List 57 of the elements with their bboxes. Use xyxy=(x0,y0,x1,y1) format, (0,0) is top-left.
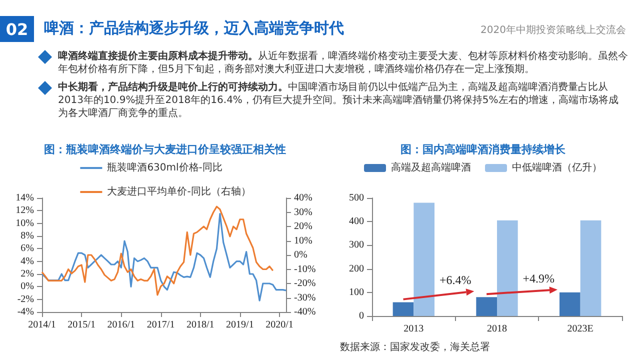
text: 啤酒终端直接提价主要由原料成本提升带动。 xyxy=(58,51,258,62)
y2-tick-label: 0% xyxy=(294,250,308,260)
y2-tick-label: 30% xyxy=(294,206,312,218)
y-tick-label: 12% xyxy=(16,205,34,216)
y-tick-label: 6% xyxy=(20,243,34,254)
x-tick-label: 2020/1 xyxy=(266,320,294,330)
y-tick-label: 100 xyxy=(349,286,364,298)
legend-label: 大麦进口平均单价-同比（右轴） xyxy=(107,186,251,198)
chart-title: 图：国内高端啤酒消费量持续增长 xyxy=(400,142,566,157)
y-tick-label: -2% xyxy=(17,294,34,305)
chart-title: 图：瓶装啤酒终端价与大麦进口价呈较强正相关性 xyxy=(43,142,287,157)
x-tick-label: 2015/1 xyxy=(68,320,96,330)
x-tick-label: 2018 xyxy=(487,324,507,334)
line-series xyxy=(41,206,274,296)
bar xyxy=(392,302,414,316)
bar xyxy=(414,202,434,316)
annotation: +4.9% xyxy=(522,272,555,286)
text: 02 xyxy=(0,16,34,42)
y-tick-label: 300 xyxy=(349,240,364,251)
y-tick-label: 4% xyxy=(20,256,34,267)
y2-tick-label: 20% xyxy=(294,221,312,232)
text: 中长期看，产品结构升级是吨价上行的可持续动力。 xyxy=(58,82,288,93)
y2-tick-label: -40% xyxy=(294,306,316,318)
y-tick-label: 0% xyxy=(20,281,34,292)
bar xyxy=(476,297,497,316)
y-tick-label: 8% xyxy=(20,230,34,242)
bar xyxy=(497,220,518,316)
bar xyxy=(560,292,580,316)
y-tick-label: 10% xyxy=(16,218,34,229)
y2-tick-label: 40% xyxy=(294,192,312,204)
legend-label: 高端及超高端啤酒 xyxy=(391,162,471,174)
source-note: 数据来源：国家发改委，海关总署 xyxy=(340,340,490,354)
bar xyxy=(580,220,602,316)
legend-label: 瓶装啤酒630ml价格-同比 xyxy=(107,162,222,174)
x-tick-label: 2013 xyxy=(404,324,424,334)
y-tick-label: 400 xyxy=(349,216,364,228)
text: 啤酒：产品结构逐步升级，迈入高端竞争时代 xyxy=(44,19,344,38)
y-tick-label: 2% xyxy=(20,268,34,280)
x-tick-label: 2016/1 xyxy=(107,320,136,330)
y-tick-label: 14% xyxy=(16,192,34,204)
y-tick-label: 0 xyxy=(359,310,364,322)
y2-tick-label: 10% xyxy=(294,235,312,246)
y-tick-label: 200 xyxy=(349,263,364,274)
legend-label: 中低端啤酒（亿升） xyxy=(512,162,602,174)
x-tick-label: 2017/1 xyxy=(146,320,175,330)
y2-tick-label: -10% xyxy=(294,264,316,275)
annotation: +6.4% xyxy=(439,273,472,288)
y2-tick-label: -20% xyxy=(294,278,316,289)
x-tick-label: 2019/1 xyxy=(226,320,254,330)
x-tick-label: 2014/1 xyxy=(28,320,56,330)
x-tick-label: 2018/1 xyxy=(186,320,214,330)
y2-tick-label: -30% xyxy=(294,292,316,304)
x-tick-label: 2023E xyxy=(567,324,594,334)
y-tick-label: 500 xyxy=(349,192,364,204)
text: 2020年中期投资策略线上交流会 xyxy=(480,24,626,37)
line-series xyxy=(41,213,287,302)
y-tick-label: -4% xyxy=(17,306,34,318)
